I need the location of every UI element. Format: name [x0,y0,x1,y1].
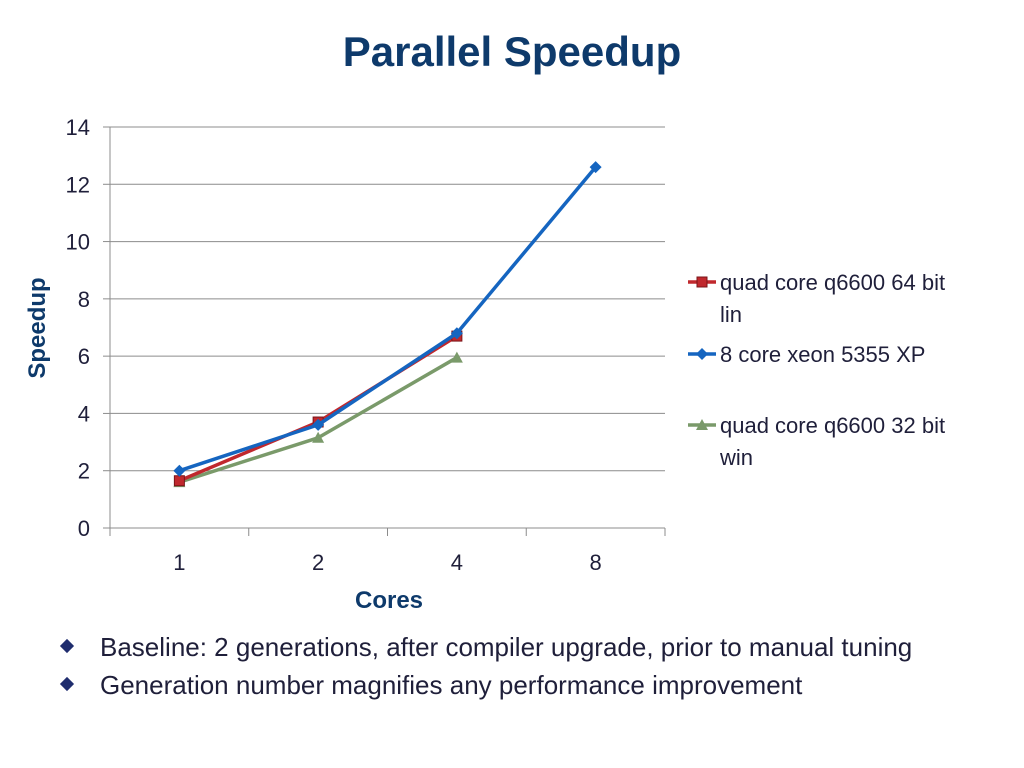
legend-label: 8 core xeon 5355 XP [720,342,925,367]
data-point [589,161,602,174]
data-point [173,464,186,477]
y-tick-label: 2 [78,459,90,484]
data-point [450,327,463,340]
diamond-bullet-icon [59,638,75,654]
data-point [312,431,325,443]
legend-marker [696,419,708,430]
y-tick-label: 0 [78,516,90,541]
data-point [173,475,185,487]
legend-label: quad core q6600 32 bit win [719,413,945,470]
series-1 [173,330,463,487]
bullet-item: Generation number magnifies any performa… [59,670,992,700]
y-tick-label: 8 [78,287,90,312]
y-tick-labels: 0 2 4 6 8 10 12 14 [66,115,90,541]
bullet-list: Baseline: 2 generations, after compiler … [59,632,992,708]
slide-title: Parallel Speedup [342,28,682,75]
series-line [178,165,597,473]
series-2 [173,161,602,477]
axes [103,126,666,536]
y-axis-label: Speedup [24,277,51,378]
y-tick-label: 10 [66,230,90,255]
y-tick-label: 12 [66,172,90,197]
legend: quad core q6600 64 bit lin 8 core xeon 535… [688,270,945,470]
grid-lines [110,126,665,472]
x-tick-label: 8 [590,550,602,575]
legend-entry: 8 core xeon 5355 XP [688,342,925,367]
y-tick-label: 14 [66,115,90,140]
x-tick-label: 2 [312,550,324,575]
legend-label: quad core q6600 64 bit lin [720,270,945,327]
legend-marker [696,276,708,288]
legend-entry: quad core q6600 64 bit lin [688,270,945,327]
series-lines [173,161,602,488]
y-tick-label: 6 [78,344,90,369]
bullet-text: Generation number magnifies any performa… [100,670,803,700]
data-point [450,351,463,363]
x-tick-labels: 1 2 4 8 [173,550,602,575]
x-tick-label: 1 [173,550,185,575]
bullet-text: Baseline: 2 generations, after compiler … [100,632,913,662]
x-tick-label: 4 [451,550,463,575]
legend-entry: quad core q6600 32 bit win [688,413,945,470]
x-axis-label: Cores [355,587,423,614]
data-point [312,418,325,431]
series-line [178,334,458,483]
diamond-bullet-icon [59,676,75,692]
bullet-item: Baseline: 2 generations, after compiler … [59,632,992,662]
legend-marker [696,348,708,360]
y-tick-label: 4 [78,401,90,426]
